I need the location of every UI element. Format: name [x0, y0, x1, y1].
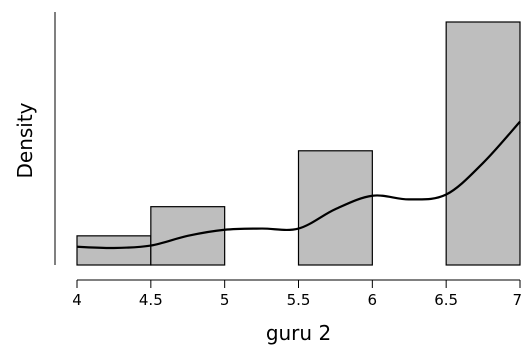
histogram-bars — [76, 21, 521, 266]
x-tick-label: 4 — [72, 291, 82, 309]
histogram-bar-0 — [76, 235, 152, 266]
x-axis-title: guru 2 — [266, 321, 331, 345]
x-axis-ticks: 4 4.5 5 5.5 6 6.5 7 — [72, 280, 522, 309]
histogram-bar-5 — [445, 21, 521, 266]
x-tick-label: 7 — [512, 291, 522, 309]
x-tick-label: 6 — [368, 291, 378, 309]
histogram-bar-3 — [297, 150, 373, 266]
x-tick-label: 6.5 — [434, 291, 458, 309]
x-tick-label: 4.5 — [139, 291, 163, 309]
x-tick-label: 5 — [220, 291, 230, 309]
density-curve — [76, 120, 521, 250]
y-axis-title: Density — [13, 102, 37, 178]
x-tick-label: 5.5 — [287, 291, 311, 309]
